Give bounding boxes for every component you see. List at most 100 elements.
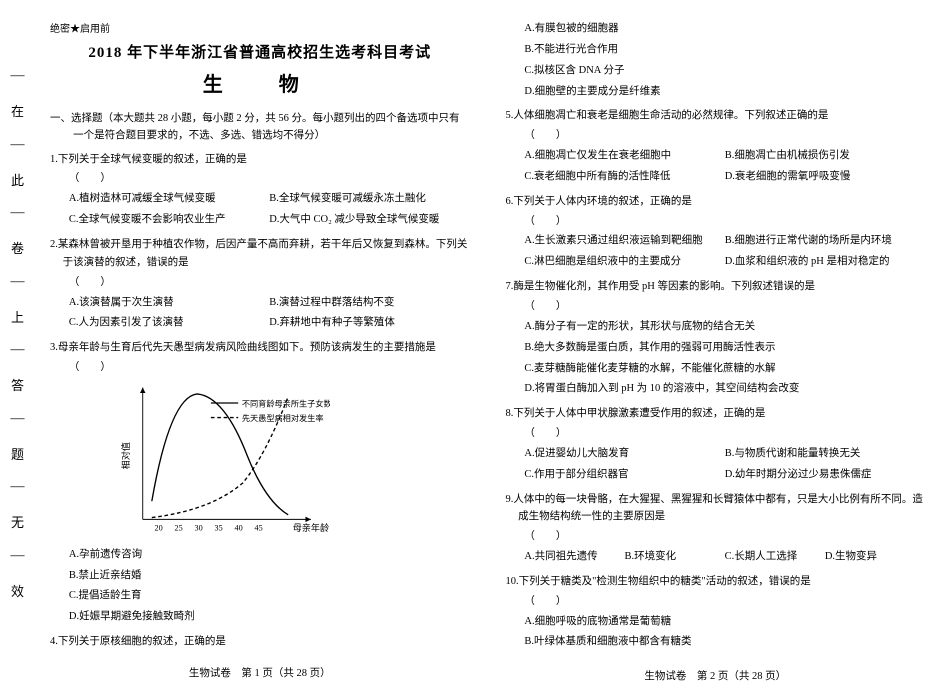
exam-title: 2018 年下半年浙江省普通高校招生选考科目考试 [50,41,470,62]
q8-opt-c: C.作用于部分组织器官 [524,466,724,484]
q5-stem: 5.人体细胞凋亡和衰老是细胞生命活动的必然规律。下列叙述正确的是 [506,107,926,125]
question-3: 3.母亲年龄与生育后代先天愚型病发病风险曲线图如下。预防该病发生的主要措施是 （… [50,339,470,629]
margin-char: 答 [11,375,24,394]
q6-opt-c: C.淋巴细胞是组织液中的主要成分 [524,253,724,271]
margin-char: 题 [11,444,24,463]
margin-char: — [11,205,25,221]
q5-paren: （ ） [506,127,926,145]
q7-opt-b: B.绝大多数酶是蛋白质，其作用的强弱可用酶活性表示 [524,339,925,357]
q3-chart: 相对值 母亲年龄 20 25 30 35 40 45 不同育龄母亲所生子女数目 … [110,383,330,540]
legend-solid: 不同育龄母亲所生子女数目 [242,399,330,409]
q3-opt-d: D.妊娠早期避免接触致畸剂 [69,608,470,626]
svg-text:40: 40 [235,523,243,532]
q7-opt-d: D.将胃蛋白酶加入到 pH 为 10 的溶液中，其空间结构会改变 [524,380,925,398]
q4-stem: 4.下列关于原核细胞的叙述，正确的是 [50,633,470,651]
margin-char: — [11,479,25,495]
question-7: 7.酶是生物催化剂，其作用受 pH 等因素的影响。下列叙述错误的是 （ ） A.… [506,278,926,401]
question-5: 5.人体细胞凋亡和衰老是细胞生命活动的必然规律。下列叙述正确的是 （ ） A.细… [506,107,926,188]
svg-text:20: 20 [155,523,163,532]
question-4-opts: A.有膜包被的细胞器 B.不能进行光合作用 C.拟核区含 DNA 分子 D.细胞… [506,20,926,103]
q6-paren: （ ） [506,213,926,231]
page-footer-right: 生物试卷 第 2 页（共 28 页） [506,658,926,683]
q9-paren: （ ） [506,528,926,546]
q1-paren: （ ） [50,170,470,188]
q9-stem: 9.人体中的每一块骨骼，在大猩猩、黑猩猩和长臂猿体中都有，只是大小比例有所不同。… [506,491,926,527]
q2-opt-a: A.该演替属于次生演替 [69,294,269,312]
q9-opt-c: C.长期人工选择 [725,548,825,566]
margin-char: — [11,137,25,153]
margin-char: 无 [11,512,24,531]
secret-label: 绝密★启用前 [50,20,470,35]
margin-char: 上 [11,307,24,326]
question-2: 2.某森林曾被开垦用于种植农作物，后因产量不高而弃耕，若干年后又恢复到森林。下列… [50,236,470,335]
question-9: 9.人体中的每一块骨骼，在大猩猩、黑猩猩和长臂猿体中都有，只是大小比例有所不同。… [506,491,926,569]
question-4: 4.下列关于原核细胞的叙述，正确的是 [50,633,470,651]
subject-title: 生 物 [50,68,470,97]
margin-char: — [11,342,25,358]
page-container: 绝密★启用前 2018 年下半年浙江省普通高校招生选考科目考试 生 物 一、选择… [35,0,945,668]
q3-paren: （ ） [50,359,470,377]
q6-stem: 6.下列关于人体内环境的叙述，正确的是 [506,193,926,211]
q5-opt-a: A.细胞凋亡仅发生在衰老细胞中 [524,147,724,165]
q4-opt-c: C.拟核区含 DNA 分子 [524,62,925,80]
q10-opt-a: A.细胞呼吸的底物通常是葡萄糖 [524,613,925,631]
q7-opt-c: C.麦芽糖酶能催化麦芽糖的水解，不能催化蔗糖的水解 [524,360,925,378]
svg-text:25: 25 [175,523,183,532]
svg-text:35: 35 [215,523,223,532]
q3-opt-c: C.提倡适龄生育 [69,587,470,605]
margin-char: 卷 [11,238,24,257]
q1-opt-d: D.大气中 CO₂ 减少导致全球气候变暖 [269,211,469,229]
q5-opt-c: C.衰老细胞中所有酶的活性降低 [524,168,724,186]
question-10: 10.下列关于糖类及"检测生物组织中的糖类"活动的叙述，错误的是 （ ） A.细… [506,573,926,654]
q9-opt-a: A.共同祖先遗传 [524,548,624,566]
margin-char: — [11,411,25,427]
q6-opt-a: A.生长激素只通过组织液运输到靶细胞 [524,232,724,250]
margin-char: 此 [11,170,24,189]
q7-opt-a: A.酶分子有一定的形状，其形状与底物的结合无关 [524,318,925,336]
q7-stem: 7.酶是生物催化剂，其作用受 pH 等因素的影响。下列叙述错误的是 [506,278,926,296]
question-8: 8.下列关于人体中甲状腺激素遭受作用的叙述，正确的是 （ ） A.促进婴幼儿大脑… [506,405,926,486]
q8-opt-a: A.促进婴幼儿大脑发育 [524,445,724,463]
q1-stem: 1.下列关于全球气候变暖的叙述，正确的是 [50,151,470,169]
q3-stem: 3.母亲年龄与生育后代先天愚型病发病风险曲线图如下。预防该病发生的主要措施是 [50,339,470,357]
chart-xlabel: 母亲年龄 [293,522,329,533]
chart-ylabel: 相对值 [120,442,131,469]
margin-char: — [11,274,25,290]
q9-opt-d: D.生物变异 [825,548,925,566]
legend-dash: 先天愚型病相对发生率 [242,413,324,423]
q5-opt-d: D.衰老细胞的需氧呼吸变慢 [725,168,925,186]
q8-opt-d: D.幼年时期分泌过少易患侏儒症 [725,466,925,484]
q10-opt-b: B.叶绿体基质和细胞液中都含有糖类 [524,633,925,651]
q3-opt-b: B.禁止近亲结婚 [69,567,470,585]
q4-opt-a: A.有膜包被的细胞器 [524,20,925,38]
q2-stem: 2.某森林曾被开垦用于种植农作物，后因产量不高而弃耕，若干年后又恢复到森林。下列… [50,236,470,272]
q6-opt-b: B.细胞进行正常代谢的场所是内环境 [725,232,925,250]
q8-stem: 8.下列关于人体中甲状腺激素遭受作用的叙述，正确的是 [506,405,926,423]
q2-opt-d: D.弃耕地中有种子等繁殖体 [269,314,469,332]
q8-opt-b: B.与物质代谢和能量转换无关 [725,445,925,463]
margin-char: 效 [11,581,24,600]
question-1: 1.下列关于全球气候变暖的叙述，正确的是 （ ） A.植树造林可减缓全球气候变暖… [50,151,470,232]
section-instruction: 一、选择题（本大题共 28 小题，每小题 2 分，共 56 分。每小题列出的四个… [50,111,470,145]
page-footer-left: 生物试卷 第 1 页（共 28 页） [50,655,470,680]
margin-char: — [11,68,25,84]
q9-opt-b: B.环境变化 [625,548,725,566]
q1-opt-c: C.全球气候变暖不会影响农业生产 [69,211,269,229]
q8-paren: （ ） [506,425,926,443]
q10-stem: 10.下列关于糖类及"检测生物组织中的糖类"活动的叙述，错误的是 [506,573,926,591]
q1-opt-a: A.植树造林可减缓全球气候变暖 [69,190,269,208]
q2-opt-c: C.人为因素引发了该演替 [69,314,269,332]
binding-margin: — 在 — 此 — 卷 — 上 — 答 — 题 — 无 — 效 [0,0,35,668]
page-right: A.有膜包被的细胞器 B.不能进行光合作用 C.拟核区含 DNA 分子 D.细胞… [491,0,945,668]
margin-char: — [11,548,25,564]
margin-char: 在 [11,101,24,120]
q4-opt-b: B.不能进行光合作用 [524,41,925,59]
q2-paren: （ ） [50,274,470,292]
q7-paren: （ ） [506,298,926,316]
q1-opt-b: B.全球气候变暖可减缓永冻土融化 [269,190,469,208]
svg-text:45: 45 [255,523,263,532]
q5-opt-b: B.细胞凋亡由机械损伤引发 [725,147,925,165]
q3-opt-a: A.孕前遗传咨询 [69,546,470,564]
q4-opt-d: D.细胞壁的主要成分是纤维素 [524,83,925,101]
svg-text:30: 30 [195,523,203,532]
